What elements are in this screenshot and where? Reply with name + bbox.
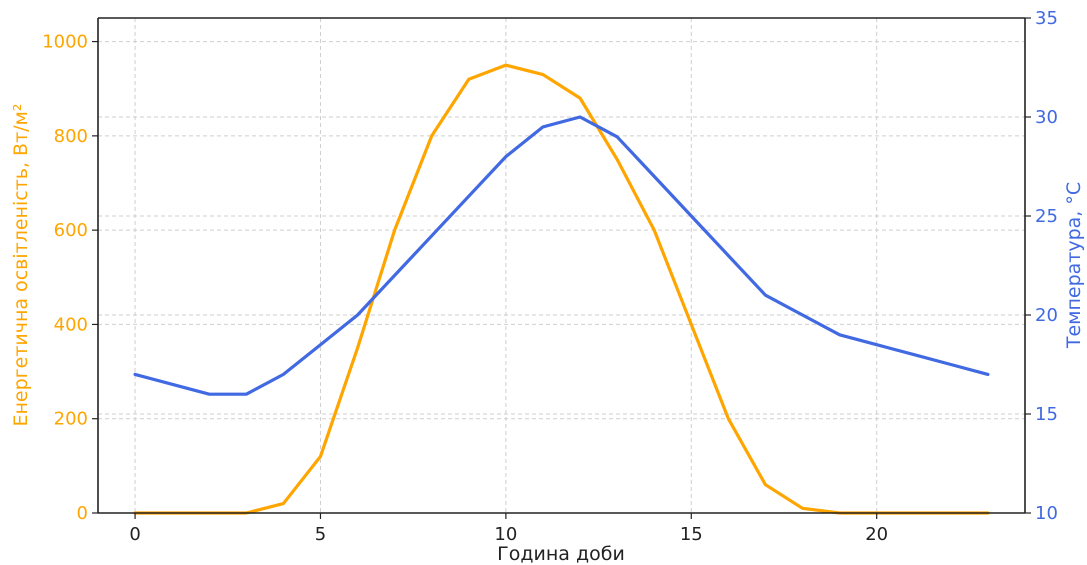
y-right-tick-label: 30 [1035,107,1058,128]
x-tick-label: 15 [680,524,703,545]
y-left-tick-label: 400 [54,314,88,335]
y-left-tick-label: 600 [54,220,88,241]
y-left-tick-label: 1000 [42,32,88,53]
right-axis-title: Температура, °C [1063,182,1085,349]
y-left-tick-label: 800 [54,126,88,147]
y-right-tick-label: 35 [1035,8,1058,29]
x-tick-label: 0 [129,524,140,545]
grid [98,17,1025,514]
y-right-tick-label: 10 [1035,503,1058,524]
y-left-tick-label: 0 [77,503,88,524]
y-left-tick-label: 200 [54,409,88,430]
temperature-line [133,115,990,396]
y-right-tick-label: 20 [1035,305,1058,326]
y-right-tick-label: 25 [1035,206,1058,227]
left-axis-title: Енергетична освітленість, Вт/м² [10,104,32,427]
x-axis-title: Година доби [497,543,625,565]
x-tick-label: 5 [315,524,326,545]
series-lines [133,63,990,515]
irradiance-line [133,63,990,515]
axes [97,17,1026,514]
y-right-tick-label: 15 [1035,404,1058,425]
x-tick-label: 20 [865,524,888,545]
x-tick-label: 10 [494,524,517,545]
